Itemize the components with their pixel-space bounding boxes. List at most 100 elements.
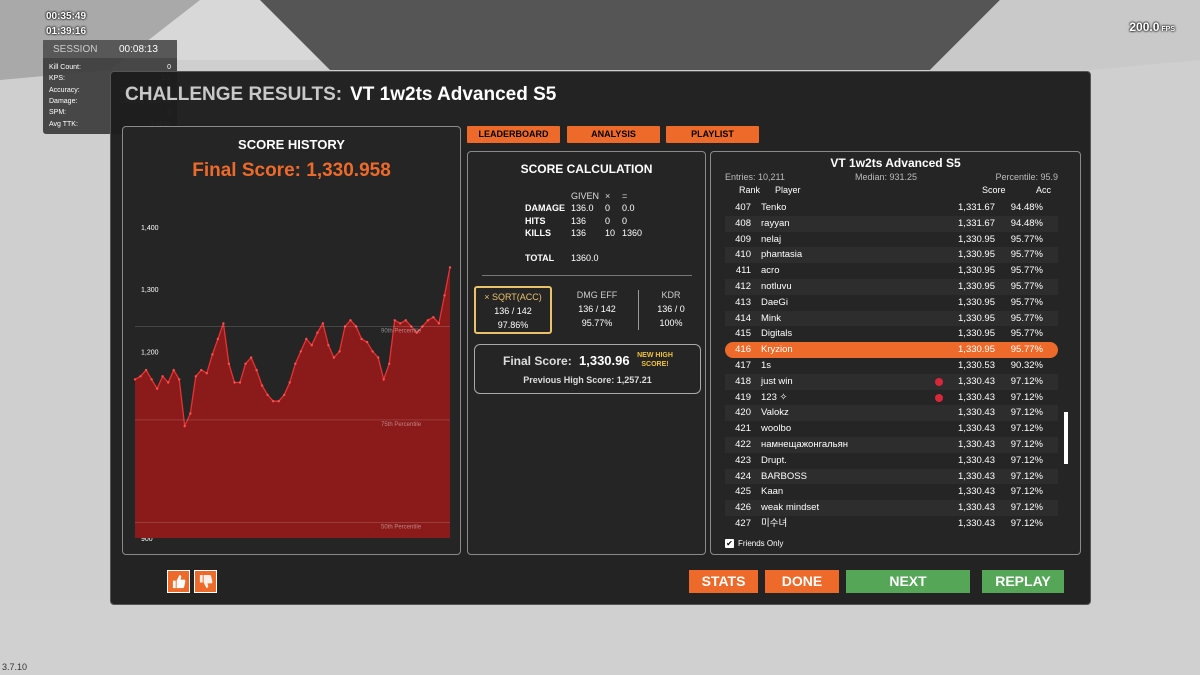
col-rank-header[interactable]: Rank (739, 185, 761, 195)
score-point (294, 362, 297, 365)
challenge-results-dialog: CHALLENGE RESULTS: VT 1w2ts Advanced S5 S… (110, 71, 1091, 605)
score-point (410, 325, 413, 328)
thumbs-up-button[interactable] (167, 570, 190, 593)
score-point (222, 322, 225, 325)
leaderboard-score: 1,331.67 (958, 202, 995, 213)
leaderboard-score: 1,330.43 (958, 486, 995, 498)
leaderboard-row[interactable]: 408 rayyan 1,331.67 94.48% (725, 215, 1058, 232)
metric-separator (638, 290, 639, 330)
leaderboard-name: 미수녀 (761, 518, 788, 529)
leaderboard-row[interactable]: 424 BARBOSS 1,330.43 97.12% (725, 468, 1058, 485)
leaderboard-score: 1,330.53 (958, 360, 995, 371)
score-point (305, 337, 308, 341)
leaderboard-row[interactable]: 418 just win 1,330.43 97.12% (725, 373, 1058, 390)
score-point (343, 325, 347, 328)
leaderboard-row[interactable]: 427 미수녀 1,330.43 97.12% (725, 516, 1058, 532)
score-point (194, 375, 197, 378)
previous-high-score: Previous High Score: 1,257.21 (523, 375, 652, 385)
leaderboard-acc: 95.77% (1010, 265, 1043, 277)
score-point (249, 356, 253, 359)
score-point (244, 362, 247, 365)
leaderboard-row[interactable]: 412 notluvu 1,330.95 95.77% (725, 279, 1058, 295)
stats-button[interactable]: STATS (689, 570, 758, 593)
friends-only-toggle[interactable]: ✔ Friends Only (725, 539, 783, 548)
final-score-box: Final Score: 1,330.96 NEW HIGH SCORE! Pr… (474, 344, 701, 394)
leaderboard-score: 1,330.95 (958, 312, 995, 324)
leaderboard-row[interactable]: 407 Tenko 1,331.67 94.48% (725, 200, 1058, 216)
percentile-label: 90th Percentile (381, 329, 422, 335)
calc-total-value: 1360.0 (571, 253, 599, 263)
tab-leaderboard[interactable]: LEADERBOARD (467, 126, 560, 143)
leaderboard-row-current-player[interactable]: 416 Kryzion 1,330.95 95.77% (725, 342, 1058, 358)
leaderboard-row[interactable]: 419 123 ✧ 1,330.43 97.12% (725, 390, 1058, 406)
leaderboard-row[interactable]: 425 Kaan 1,330.43 97.12% (725, 484, 1058, 500)
thumbs-down-button[interactable] (194, 570, 217, 593)
leaderboard-acc: 97.12% (1010, 454, 1043, 466)
leaderboard-row[interactable]: 421 woolbo 1,330.43 97.12% (725, 421, 1058, 437)
col-player-header[interactable]: Player (775, 185, 801, 195)
leaderboard-acc: 94.48% (1010, 217, 1043, 229)
done-button[interactable]: DONE (765, 570, 839, 593)
new-high-score-badge: NEW HIGH SCORE! (632, 351, 678, 369)
tab-playlist[interactable]: PLAYLIST (666, 126, 759, 143)
leaderboard-score: 1,330.43 (958, 407, 995, 419)
new-high-line2: SCORE! (641, 361, 669, 368)
hud-clock-2: 01:39:16 (46, 26, 87, 37)
percentile-label: 50th Percentile (381, 524, 422, 530)
leaderboard-row[interactable]: 410 phantasia 1,330.95 95.77% (725, 247, 1058, 264)
next-button[interactable]: NEXT (846, 570, 970, 593)
score-point (321, 322, 325, 325)
leaderboard-row[interactable]: 411 acro 1,330.95 95.77% (725, 263, 1058, 279)
session-stat-label: Kill Count: (49, 64, 81, 71)
leaderboard-rank: 412 (735, 281, 751, 292)
leaderboard-scrollbar[interactable] (1064, 412, 1068, 464)
metric-kdr-ratio: 136 / 0 (657, 304, 685, 314)
replay-button[interactable]: REPLAY (982, 570, 1064, 593)
leaderboard-row[interactable]: 417 1s 1,330.53 90.32% (725, 358, 1058, 374)
leaderboard-name: Valokz (761, 407, 789, 419)
leaderboard-score: 1,330.95 (958, 281, 995, 292)
leaderboard-rank: 423 (735, 454, 751, 466)
leaderboard-row[interactable]: 420 Valokz 1,330.43 97.12% (725, 405, 1058, 422)
thumbs-up-icon (172, 574, 186, 589)
score-point (371, 350, 374, 353)
friends-only-checkbox[interactable]: ✔ (725, 539, 734, 548)
calc-label: KILLS (525, 228, 551, 238)
leaderboard-rank: 424 (735, 470, 751, 482)
leaderboard-name: notluvu (761, 281, 792, 292)
leaderboard-row[interactable]: 422 намнещажонгальян 1,330.43 97.12% (725, 437, 1058, 453)
leaderboard-acc: 95.77% (1010, 296, 1043, 308)
score-point (349, 319, 352, 322)
leaderboard-acc: 97.12% (1010, 391, 1043, 403)
leaderboard-row[interactable]: 414 Mink 1,330.95 95.77% (725, 310, 1058, 327)
leaderboard-score: 1,330.95 (958, 328, 995, 340)
score-point (327, 344, 330, 347)
leaderboard-acc: 95.77% (1010, 312, 1043, 324)
metric-kdr-pct: 100% (659, 318, 683, 328)
metric-sqrt-title: × SQRT(ACC) (484, 292, 542, 302)
metric-kdr-title: KDR (661, 290, 681, 300)
score-point (338, 350, 341, 353)
leaderboard-row[interactable]: 413 DaeGi 1,330.95 95.77% (725, 295, 1058, 311)
score-point (332, 356, 336, 359)
leaderboard-acc: 95.77% (1010, 249, 1043, 261)
dialog-title: CHALLENGE RESULTS: VT 1w2ts Advanced S5 (125, 84, 556, 106)
leaderboard-row[interactable]: 423 Drupt. 1,330.43 97.12% (725, 453, 1058, 469)
col-score-header[interactable]: Score (982, 185, 1006, 195)
col-acc-header[interactable]: Acc (1036, 185, 1052, 195)
leaderboard-name: nelaj (761, 233, 782, 245)
leaderboard-name: намнещажонгальян (761, 439, 848, 450)
leaderboard-row[interactable]: 409 nelaj 1,330.95 95.77% (725, 232, 1058, 248)
metric-sqrt-acc: × SQRT(ACC) 136 / 142 97.86% (474, 286, 552, 334)
leaderboard-score: 1,330.95 (958, 296, 995, 308)
leaderboard-acc: 97.12% (1010, 439, 1043, 450)
score-point (288, 381, 291, 384)
tab-analysis[interactable]: ANALYSIS (567, 126, 660, 143)
leaderboard-row[interactable]: 415 Digitals 1,330.95 95.77% (725, 326, 1058, 342)
leaderboard-median: Median: 931.25 (855, 172, 918, 182)
score-point (448, 266, 452, 269)
leaderboard-percentile: Percentile: 95.9 (995, 172, 1058, 182)
score-point (354, 325, 358, 328)
leaderboard-row[interactable]: 426 weak mindset 1,330.43 97.12% (725, 500, 1058, 516)
